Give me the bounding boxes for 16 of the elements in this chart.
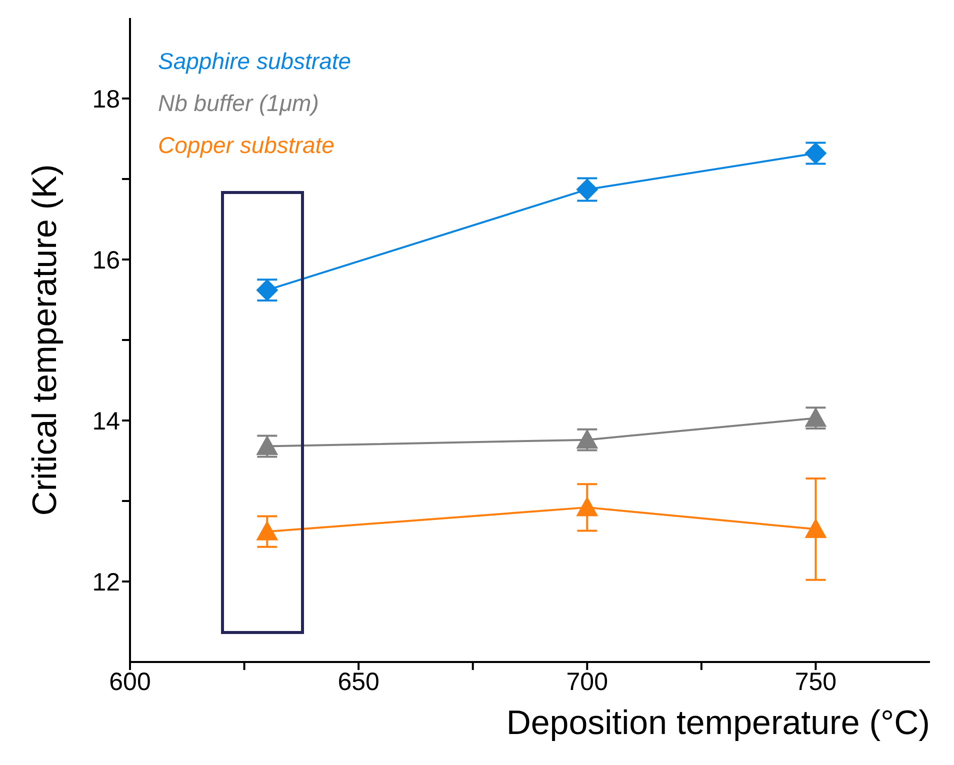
y-axis-title: Critical temperature (K) (26, 164, 65, 516)
point (804, 518, 827, 538)
x-axis-title: Deposition temperature (°C) (506, 704, 930, 743)
text: Nb buffer (1μm) (158, 89, 320, 118)
x-tick-label: 650 (338, 668, 380, 696)
text: Sapphire substrate (158, 47, 352, 76)
point (576, 496, 598, 516)
text: Copper substrate (158, 131, 336, 160)
y-tick-label: 12 (92, 568, 120, 596)
x-tick-label: 750 (794, 668, 837, 696)
x-tick-label: 600 (109, 668, 151, 696)
y-tick-label: 14 (92, 407, 120, 436)
y-tick-label: 16 (92, 246, 120, 274)
point (256, 520, 278, 540)
x-tick-label: 700 (566, 668, 608, 696)
y-tick-label: 18 (92, 85, 120, 114)
